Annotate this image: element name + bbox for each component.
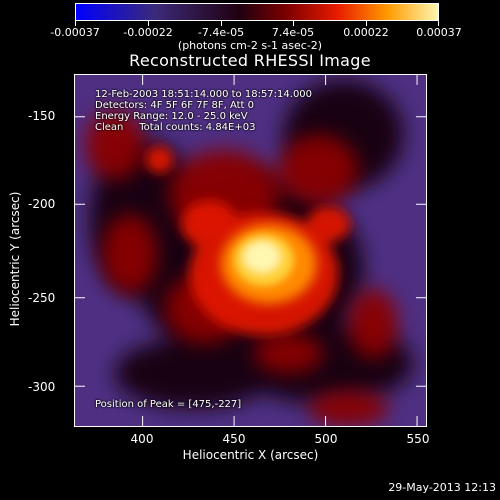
colorbar-tick	[148, 20, 149, 26]
annotation-energy-range: Energy Range: 12.0 - 25.0 keV	[95, 111, 248, 122]
plot-axes-ticks	[75, 75, 426, 426]
colorbar-units-text: (photons cm-2 s-1 asec-2)	[177, 39, 323, 52]
heatmap-image	[75, 75, 426, 426]
plot-area: 12-Feb-2003 18:51:14.000 to 18:57:14.000…	[74, 74, 427, 427]
colorbar-tick-label: 7.4e-05	[271, 26, 315, 39]
x-tick-label: 450	[222, 432, 246, 446]
annotation-time-range: 12-Feb-2003 18:51:14.000 to 18:57:14.000	[95, 89, 313, 100]
x-tick-label: 550	[406, 432, 430, 446]
annotation-peak-position: Position of Peak = [475,-227]	[95, 399, 242, 410]
colorbar-units: (photons cm-2 s-1 asec-2)	[0, 40, 500, 52]
colorbar-tick-label: 0.00022	[343, 26, 389, 39]
annotation-detectors: Detectors: 4F 5F 6F 7F 8F, Att 0	[95, 100, 255, 111]
y-tick-label: -250	[28, 291, 56, 305]
colorbar-tick-label: 0.00037	[416, 26, 462, 39]
colorbar-ticks	[75, 20, 439, 28]
y-tick-label: -150	[28, 109, 56, 123]
colorbar-tick-label: -0.00037	[50, 26, 100, 39]
x-tick-label: 400	[130, 432, 154, 446]
colorbar-tick-label: -0.00022	[123, 26, 173, 39]
timestamp: 29-May-2013 12:13	[388, 481, 496, 494]
colorbar-tick	[75, 20, 76, 26]
x-tick-label: 500	[314, 432, 338, 446]
colorbar-tick	[221, 20, 222, 26]
annotation-clean-counts: Clean Total counts: 4.84E+03	[95, 122, 256, 133]
colorbar-tick	[293, 20, 294, 26]
y-axis-label-text: Heliocentric Y (arcsec)	[8, 191, 22, 327]
y-tick-label: -200	[28, 197, 56, 211]
colorbar-tick-label: -7.4e-05	[197, 26, 245, 39]
colorbar-tick	[438, 20, 439, 26]
y-axis-label: Heliocentric Y (arcsec)	[8, 192, 22, 327]
x-axis-label: Heliocentric X (arcsec)	[182, 448, 319, 462]
colorbar-tick	[366, 20, 367, 26]
colorbar	[75, 3, 439, 21]
y-tick-label: -300	[28, 380, 56, 394]
chart-title: Reconstructed RHESSI Image	[129, 51, 371, 70]
